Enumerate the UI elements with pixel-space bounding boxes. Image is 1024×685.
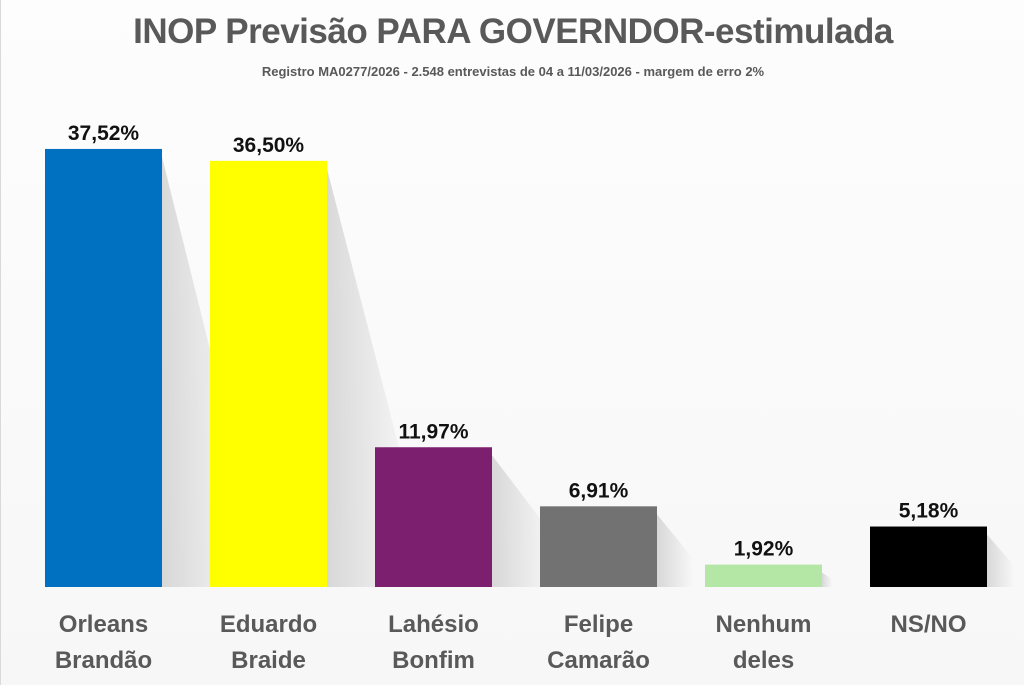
bar-value-label: 37,52% bbox=[68, 122, 140, 145]
bar bbox=[540, 506, 657, 587]
category-label: Lahésio bbox=[388, 611, 479, 638]
bar-shadow bbox=[987, 534, 1015, 587]
bar bbox=[45, 148, 162, 588]
chart-title: INOP Previsão PARA GOVERNDOR-estimulada bbox=[133, 12, 893, 51]
bar-value-label: 6,91% bbox=[569, 479, 629, 502]
category-label: Braide bbox=[231, 647, 306, 674]
category-label: NS/NO bbox=[890, 611, 966, 638]
category-label: Orleans bbox=[59, 611, 148, 638]
bar-shadow bbox=[822, 572, 833, 587]
category-label: Camarão bbox=[547, 647, 650, 674]
category-label: Eduardo bbox=[220, 611, 317, 638]
bar-value-label: 1,92% bbox=[734, 538, 794, 561]
bar bbox=[210, 160, 327, 588]
bar-value-label: 5,18% bbox=[899, 500, 959, 523]
category-label: Bonfim bbox=[392, 647, 475, 674]
bar bbox=[375, 447, 492, 587]
category-label: Felipe bbox=[564, 611, 633, 638]
bars bbox=[45, 148, 987, 588]
category-labels: Orleans Brandão Eduardo Braide Lahésio Bonfim… bbox=[55, 611, 967, 674]
bar-shadow bbox=[657, 514, 694, 587]
bar-value-label: 36,50% bbox=[233, 134, 305, 157]
bar bbox=[870, 526, 987, 587]
bar-value-label: 11,97% bbox=[398, 420, 468, 443]
bar bbox=[705, 564, 822, 587]
category-label: Brandão bbox=[55, 647, 152, 674]
bar-shadow bbox=[492, 455, 555, 587]
chart-subtitle: Registro MA0277/2026 - 2.548 entrevistas… bbox=[261, 64, 765, 79]
category-label: Nenhum bbox=[716, 611, 812, 638]
value-labels: 37,52% 36,50% 11,97% 6,91% 1,92% 5,18% bbox=[68, 122, 959, 561]
category-label: deles bbox=[733, 647, 794, 674]
